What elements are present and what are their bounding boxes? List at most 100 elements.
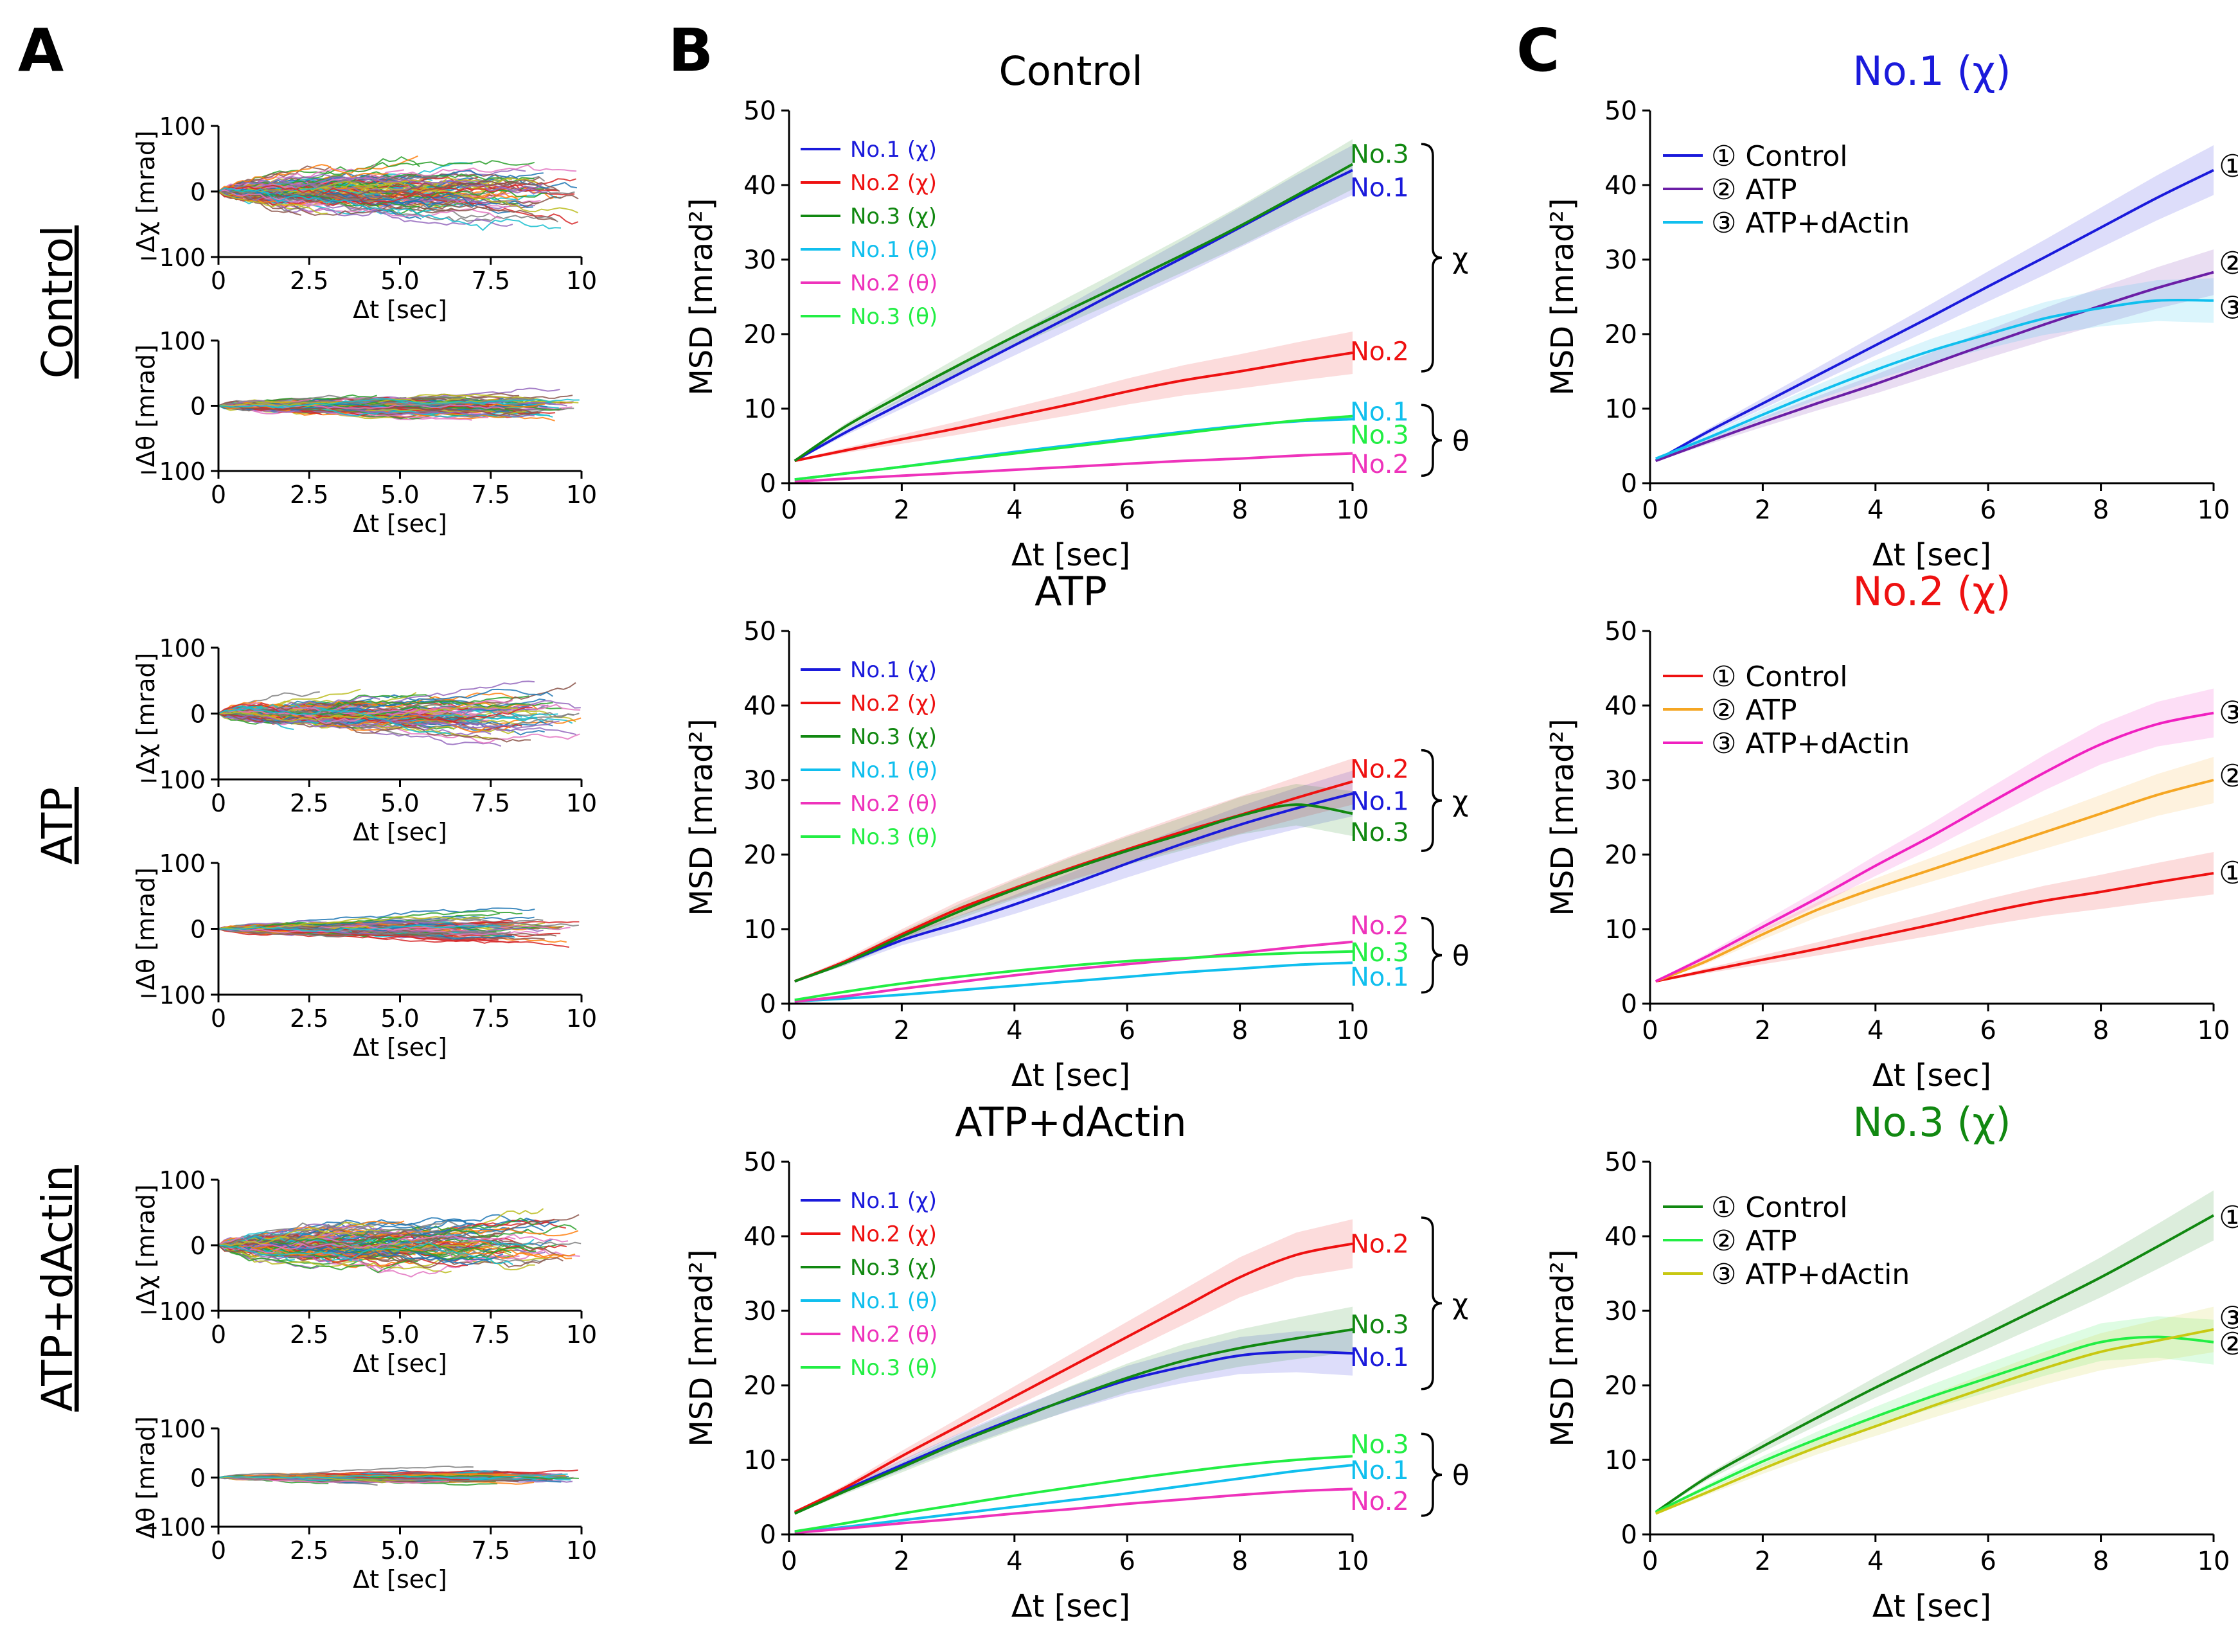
x-axis-label: Δt [sec] — [353, 510, 447, 538]
legend-label: No.3 (χ) — [850, 724, 937, 750]
x-tick-label: 4 — [1867, 1016, 1883, 1045]
y-tick-label: −100 — [139, 981, 206, 1009]
x-axis-label: Δt [sec] — [1011, 1058, 1130, 1094]
y-tick-label: −100 — [139, 766, 206, 794]
y-tick-label: 30 — [743, 1297, 776, 1326]
y-tick-label: 0 — [1621, 1520, 1637, 1550]
x-axis-label: Δt [sec] — [353, 1349, 447, 1378]
legend-label: ① Control — [1711, 661, 1847, 693]
y-tick-label: 50 — [743, 96, 776, 126]
x-tick-label: 8 — [1232, 1016, 1248, 1045]
x-tick-label: 0 — [781, 1547, 797, 1576]
brace — [1421, 1432, 1443, 1517]
x-tick-label: 8 — [2093, 1547, 2109, 1576]
trajectory-line — [218, 924, 501, 932]
x-tick-label: 4 — [1006, 1016, 1022, 1045]
brace — [1421, 749, 1443, 852]
legend-label: ③ ATP+dActin — [1711, 1258, 1910, 1291]
end-label: No.1 — [1350, 398, 1409, 427]
series-line — [1655, 872, 2214, 983]
x-tick-label: 7.5 — [472, 1536, 510, 1565]
y-tick-label: 30 — [743, 245, 776, 275]
x-tick-label: 10 — [1337, 1547, 1369, 1576]
y-tick-label: 10 — [1604, 915, 1637, 945]
x-tick-label: 0 — [781, 1016, 797, 1045]
series-line — [794, 452, 1353, 483]
x-tick-label: 2 — [1755, 1016, 1771, 1045]
y-tick-label: 40 — [1604, 171, 1637, 200]
end-label: No.1 — [1350, 1343, 1409, 1372]
x-tick-label: 0 — [1642, 495, 1658, 525]
end-label: ① — [2219, 855, 2238, 891]
series-line — [794, 1464, 1353, 1534]
x-tick-label: 4 — [1867, 495, 1883, 525]
end-label: ③ — [2219, 1301, 2238, 1337]
confidence-band — [794, 139, 1353, 462]
trajectory-group — [218, 387, 580, 422]
legend-label: ② ATP — [1711, 173, 1797, 206]
y-tick-label: 40 — [743, 171, 776, 200]
series-line — [794, 1242, 1353, 1513]
trajectory-group — [218, 1208, 582, 1278]
x-tick-label: 2.5 — [290, 267, 328, 295]
series-line — [1655, 169, 2214, 462]
y-tick-label: 20 — [1604, 840, 1637, 870]
y-tick-label: 20 — [743, 840, 776, 870]
legend-label: No.1 (θ) — [850, 237, 937, 263]
end-label: No.2 — [1350, 911, 1409, 941]
trajectory-line — [218, 404, 530, 416]
x-tick-label: 2.5 — [290, 789, 328, 817]
x-tick-label: 4 — [1867, 1547, 1883, 1576]
legend-label: ③ ATP+dActin — [1711, 207, 1910, 240]
x-axis-label: Δt [sec] — [1872, 1588, 1991, 1624]
confidence-band — [794, 1306, 1353, 1514]
x-tick-label: 7.5 — [472, 789, 510, 817]
y-tick-label: 20 — [1604, 320, 1637, 350]
x-tick-label: 6 — [1980, 1016, 1996, 1045]
x-tick-label: 5.0 — [380, 789, 419, 817]
y-tick-label: 0 — [760, 990, 776, 1019]
x-tick-label: 0 — [1642, 1547, 1658, 1576]
legend-label: No.3 (χ) — [850, 1255, 937, 1281]
confidence-band — [794, 331, 1353, 462]
y-tick-label: 30 — [1604, 766, 1637, 795]
end-label: No.1 — [1350, 963, 1409, 992]
trajectory-line — [218, 398, 580, 409]
legend-label: ③ ATP+dActin — [1711, 727, 1910, 760]
x-axis-label: Δt [sec] — [1872, 537, 1991, 573]
end-label: No.1 — [1350, 786, 1409, 816]
end-label: No.3 — [1350, 1310, 1409, 1340]
brace-symbol: θ — [1452, 425, 1470, 457]
y-tick-label: 50 — [1604, 96, 1637, 126]
trajectory-line — [218, 188, 362, 201]
end-label: ① — [2219, 1200, 2238, 1236]
x-tick-label: 0 — [211, 1004, 226, 1033]
y-tick-label: 40 — [1604, 1222, 1637, 1252]
end-label: No.2 — [1350, 1487, 1409, 1516]
end-label: No.3 — [1350, 938, 1409, 968]
trajectory-line — [218, 1223, 440, 1247]
trajectory-group — [218, 907, 580, 948]
trajectory-line — [218, 177, 540, 203]
trajectory-group — [218, 1465, 579, 1486]
x-tick-label: 6 — [1980, 495, 1996, 525]
end-label: ② — [2219, 758, 2238, 794]
end-label: No.3 — [1350, 818, 1409, 848]
trajectory-line — [218, 191, 328, 215]
x-tick-label: 5.0 — [380, 1536, 419, 1565]
panel-label-B: B — [668, 16, 713, 85]
legend-label: No.1 (χ) — [850, 657, 937, 683]
trajectory-line — [218, 180, 560, 201]
x-tick-label: 0 — [211, 481, 226, 509]
end-label: No.3 — [1350, 421, 1409, 450]
x-tick-label: 2 — [894, 1016, 910, 1045]
y-tick-label: 50 — [1604, 617, 1637, 646]
x-tick-label: 7.5 — [472, 267, 510, 295]
trajectory-line — [218, 713, 531, 743]
legend-label: No.2 (χ) — [850, 170, 937, 196]
confidence-band — [1655, 1190, 2214, 1513]
y-tick-label: 0 — [190, 916, 206, 944]
legend-label: ② ATP — [1711, 694, 1797, 727]
x-tick-label: 6 — [1119, 495, 1135, 525]
trajectory-line — [218, 709, 477, 725]
